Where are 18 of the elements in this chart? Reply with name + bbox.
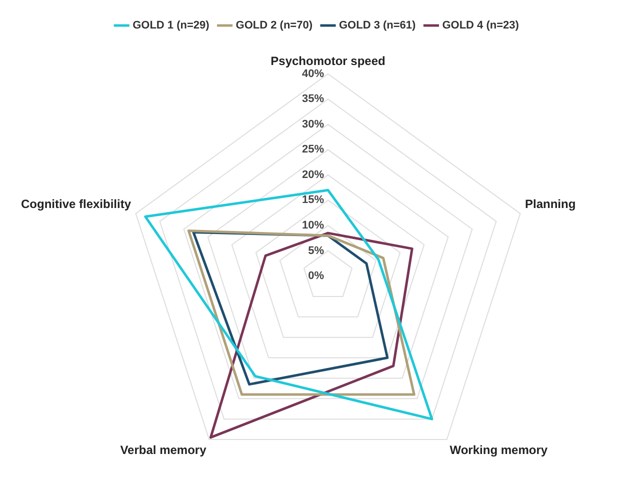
y-tick-label: 5% xyxy=(308,244,324,257)
spoke-label: Verbal memory xyxy=(120,443,207,458)
y-tick-label: 10% xyxy=(302,220,324,232)
legend-label: GOLD 2 (n=70) xyxy=(236,20,313,32)
y-tick-label: 0% xyxy=(308,270,324,282)
y-tick-label: 40% xyxy=(302,68,324,80)
legend-label: GOLD 4 (n=23) xyxy=(442,20,520,32)
y-tick-label: 20% xyxy=(302,168,324,181)
spoke-label: Planning xyxy=(524,197,576,212)
y-tick-label: 35% xyxy=(302,93,324,106)
spoke-label: Psychomotor speed xyxy=(270,54,386,68)
y-tick-label: 30% xyxy=(302,118,324,130)
y-tick-label: 25% xyxy=(302,144,324,156)
legend-label: GOLD 3 (n=61) xyxy=(339,20,416,32)
spoke-label: Cognitive flexibility xyxy=(21,197,132,212)
spoke-label: Working memory xyxy=(450,443,548,458)
y-tick-label: 15% xyxy=(302,194,324,206)
legend-label: GOLD 1 (n=29) xyxy=(132,20,210,32)
